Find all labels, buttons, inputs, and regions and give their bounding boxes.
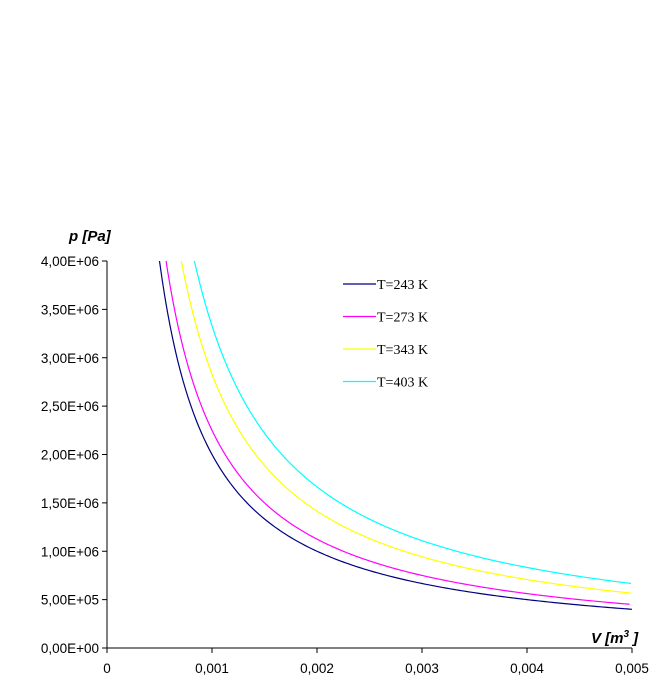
y-tick-label: 4,00E+06 [41,254,99,269]
x-tick-label: 0,002 [300,661,334,676]
x-tick-label: 0,004 [510,661,544,676]
series-line-t-273-k [165,261,630,605]
y-tick-label: 0,00E+00 [41,641,99,656]
x-tick-label: 0,003 [405,661,439,676]
y-axis-title: p [Pa] [68,228,112,245]
x-tick-label: 0,005 [615,661,649,676]
y-tick-label: 3,00E+06 [41,351,99,366]
y-tick-label: 2,50E+06 [41,399,99,414]
x-axis-title-sup: 3 [624,629,630,640]
legend: T=243 K T=273 K T=343 K T=403 K [343,278,428,391]
ticks: 0,00E+00 5,00E+05 1,00E+06 1,50E+06 2,00E+06… [41,254,649,676]
series-line-t-403-k [193,261,632,585]
series-group [158,261,632,610]
x-axis-title-tail: ] [631,630,639,647]
y-tick-label: 1,50E+06 [41,496,99,511]
legend-label: T=243 K [377,278,428,293]
series-line-t-343-k [180,261,632,594]
y-tick-label: 2,00E+06 [41,448,99,463]
series-line-t-243-k [158,261,632,610]
legend-label: T=403 K [377,376,428,391]
legend-label: T=273 K [377,311,428,326]
y-tick-label: 3,50E+06 [41,302,99,317]
x-tick-label: 0 [103,661,111,676]
y-tick-label: 5,00E+05 [41,593,99,608]
legend-label: T=343 K [377,343,428,358]
axes [106,261,632,649]
x-tick-label: 0,001 [195,661,229,676]
x-axis-title: V [m3] [591,629,639,647]
y-tick-label: 1,00E+06 [41,544,99,559]
x-axis-title-base: V [m [591,630,624,647]
